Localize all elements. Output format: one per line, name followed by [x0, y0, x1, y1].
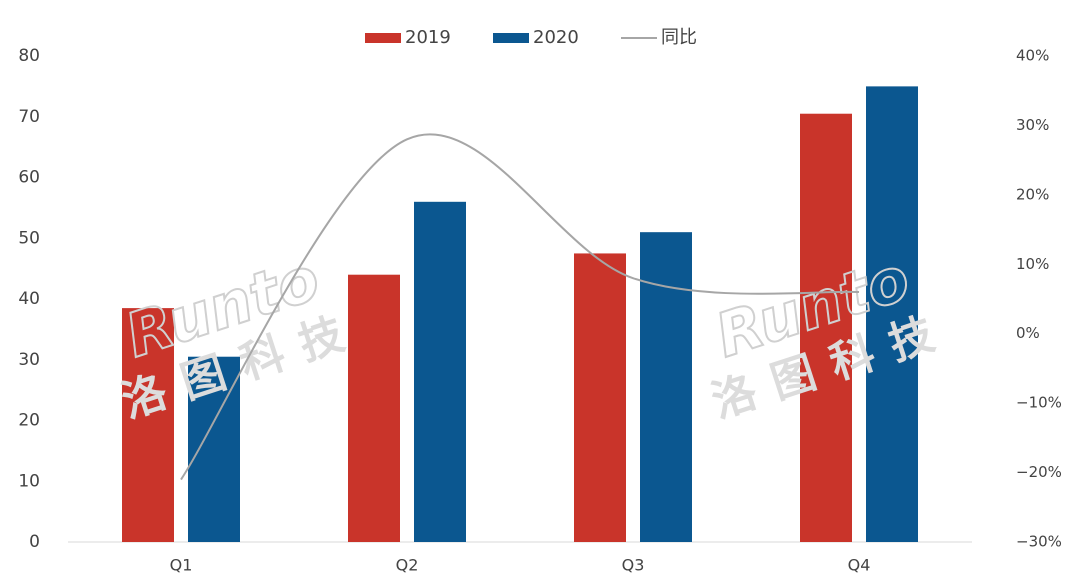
y-tick-label: 10 — [18, 471, 40, 491]
y2-tick-label: −20% — [1016, 463, 1062, 481]
bar — [348, 274, 400, 542]
y-tick-label: 50 — [18, 228, 40, 248]
legend-label: 同比 — [661, 27, 697, 48]
legend-swatch — [493, 33, 529, 43]
legend-label: 2020 — [533, 27, 579, 48]
y2-tick-label: 20% — [1016, 185, 1049, 203]
x-tick-label: Q4 — [848, 556, 871, 575]
y-tick-label: 60 — [18, 168, 40, 188]
x-tick-label: Q1 — [170, 556, 193, 575]
y-tick-label: 70 — [18, 107, 40, 127]
y2-tick-label: −10% — [1016, 394, 1062, 412]
x-tick-label: Q2 — [396, 556, 419, 575]
bar — [800, 113, 852, 543]
y2-tick-label: 0% — [1016, 324, 1040, 342]
bar — [574, 253, 626, 542]
y2-tick-label: 30% — [1016, 116, 1049, 134]
y-tick-label: 30 — [18, 350, 40, 370]
y-tick-label: 0 — [29, 532, 40, 552]
x-tick-label: Q3 — [622, 556, 645, 575]
bar — [866, 86, 918, 542]
y-tick-label: 20 — [18, 411, 40, 431]
bar — [640, 232, 692, 543]
y2-tick-label: 10% — [1016, 255, 1049, 273]
y2-tick-label: 40% — [1016, 47, 1049, 65]
bar — [122, 308, 174, 542]
y-tick-label: 80 — [18, 46, 40, 66]
legend-label: 2019 — [405, 27, 451, 48]
bar — [414, 201, 466, 543]
line — [180, 133, 860, 481]
y-tick-label: 40 — [18, 289, 40, 309]
legend-swatch — [365, 33, 401, 43]
y2-tick-label: −30% — [1016, 533, 1062, 551]
